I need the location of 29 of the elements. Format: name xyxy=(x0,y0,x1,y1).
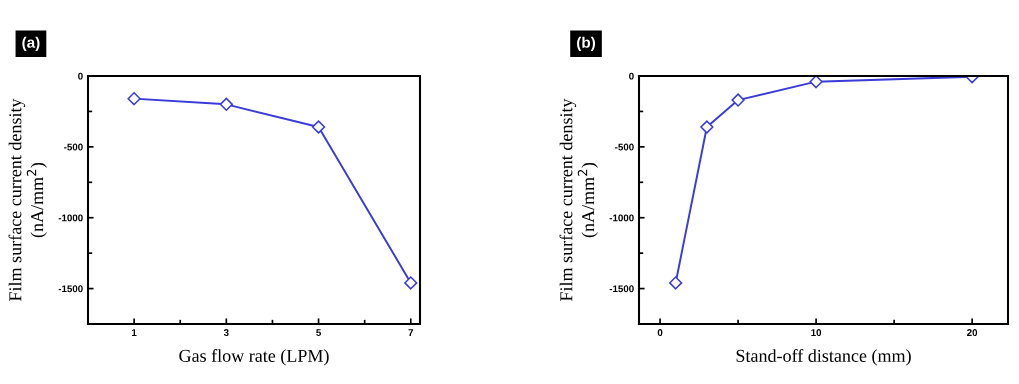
y-tick-label: 0 xyxy=(78,72,83,80)
x-tick-label: 3 xyxy=(223,329,229,337)
point xyxy=(669,276,683,290)
y-axis-title: Film surface current density (nA/mm$^{2}$) xyxy=(8,98,47,302)
y-axis-title: Film surface current density (nA/mm$^{2}$) xyxy=(559,98,598,302)
chart-title: (b) xyxy=(577,36,596,51)
point xyxy=(219,97,233,112)
y-tick-label: -1500 xyxy=(58,285,83,293)
y-tick-label: -1000 xyxy=(609,214,634,222)
y-tick-label: -1000 xyxy=(58,214,83,222)
point xyxy=(404,276,418,290)
y-tick-label: -500 xyxy=(64,143,83,151)
x-tick-label: 5 xyxy=(316,329,321,336)
y-tick-label: -1500 xyxy=(609,285,634,293)
y-tick-label: -500 xyxy=(615,143,634,151)
point xyxy=(700,120,714,134)
x-axis-title: Gas flow rate (LPM) xyxy=(179,349,329,366)
point xyxy=(809,76,823,89)
x-tick-label: 0 xyxy=(657,329,663,336)
point xyxy=(127,92,141,106)
point xyxy=(311,120,326,134)
x-axis-title: Stand-off distance (mm) xyxy=(736,349,911,366)
x-tick-label: 1 xyxy=(132,329,137,336)
y-tick-label: 0 xyxy=(629,72,634,80)
chart-title: (a) xyxy=(22,36,40,51)
point xyxy=(731,93,745,107)
x-tick-label: 20 xyxy=(967,329,978,336)
x-tick-label: 10 xyxy=(811,329,822,336)
x-tick-label: 7 xyxy=(408,329,414,336)
